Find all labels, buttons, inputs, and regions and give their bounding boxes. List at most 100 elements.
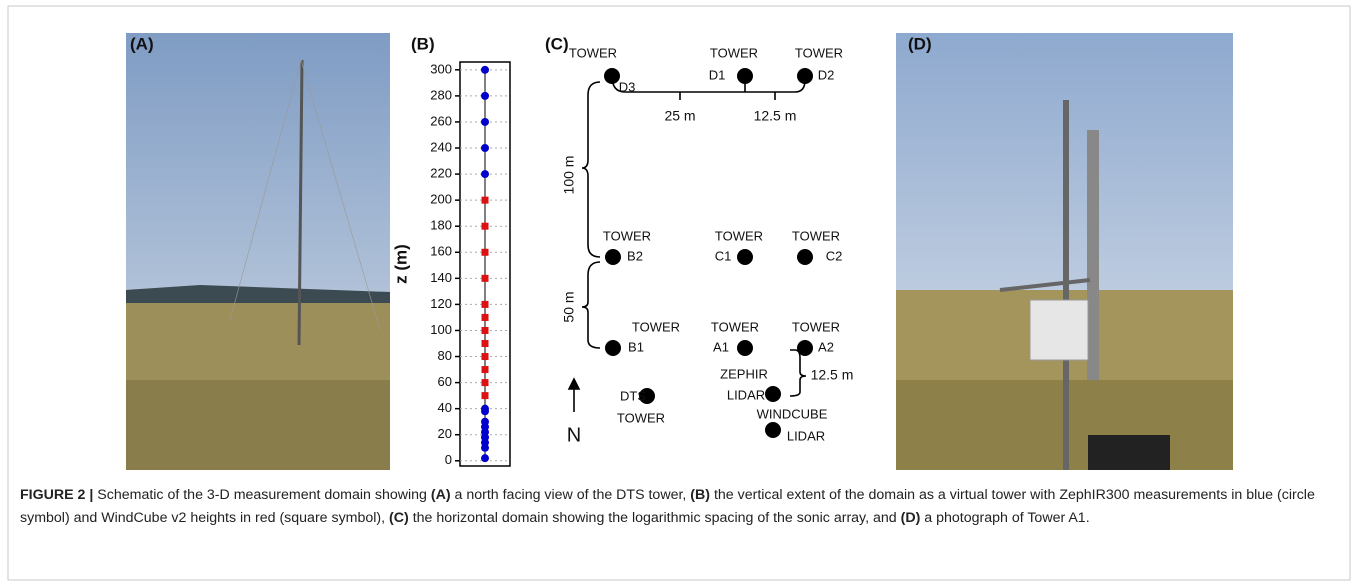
y-tick-label: 20 [438,426,452,441]
point [481,443,489,452]
node-label: TOWER [632,319,680,334]
point [481,248,489,256]
point [481,170,489,179]
tower-node [737,340,753,356]
caption: FIGURE 2 | Schematic of the 3-D measurem… [20,484,1335,529]
y-tick-label: 0 [445,452,452,467]
point [481,454,489,463]
node-label: A1 [713,339,729,354]
point [481,379,489,387]
y-tick-label: 180 [430,218,452,233]
y-tick-label: 300 [430,61,452,76]
tower-node [639,388,655,404]
tower-node [765,386,781,402]
node-label: TOWER [795,45,843,60]
panel-label: (C) [545,34,569,53]
point [481,339,489,347]
point [481,91,489,100]
caption-text: (A) [430,487,451,503]
point [481,196,489,204]
caption-text: the vertical extent of the domain as a v… [20,487,1319,526]
node-label: D1 [709,67,726,82]
tower-node [605,249,621,265]
point [481,392,489,400]
caption-text: (B) [690,487,710,503]
node-label: LIDAR [787,428,825,443]
node-label: C2 [826,248,843,263]
y-tick-label: 260 [430,113,452,128]
point [481,353,489,361]
tower-node [797,249,813,265]
tower-node [605,340,621,356]
north-label: N [567,424,581,446]
panel-label: (B) [411,34,435,53]
point [481,144,489,153]
y-tick-label: 60 [438,374,452,389]
caption-text: Schematic of the 3-D measurement domain … [93,487,431,503]
tower-node [797,68,813,84]
photo-a [126,33,390,470]
y-tick-label: 280 [430,87,452,102]
point [481,313,489,321]
point [481,326,489,334]
caption-text: FIGURE 2 | [20,487,94,503]
caption-text: the horizontal domain showing the logari… [408,509,901,526]
dimension-label: 50 m [561,291,577,322]
point [481,65,489,74]
point [481,274,489,282]
tower-node [604,68,620,84]
tower-node [797,340,813,356]
node-label: TOWER [711,319,759,334]
tower-node [737,68,753,84]
point [481,300,489,308]
photo-d [896,33,1233,470]
node-label: B1 [628,339,644,354]
y-tick-label: 80 [438,348,452,363]
y-tick-label: 100 [430,322,452,337]
node-label: ZEPHIR [720,366,768,381]
caption-text: a north facing view of the DTS tower, [450,487,691,503]
node-label: D3 [619,79,636,94]
tower-node [737,249,753,265]
node-label: TOWER [617,410,665,425]
node-label: TOWER [715,228,763,243]
y-tick-label: 40 [438,400,452,415]
dimension-label: 12.5 m [811,367,854,383]
node-label: TOWER [710,45,758,60]
y-tick-label: 220 [430,166,452,181]
panel-label: (D) [908,34,932,53]
y-tick-label: 200 [430,192,452,207]
y-tick-label: 240 [430,139,452,154]
node-label: TOWER [792,319,840,334]
plot-frame [459,61,511,467]
caption-text: a photograph of Tower A1. [920,509,1090,526]
frame [7,5,1351,581]
node-label: WINDCUBE [757,406,828,421]
node-label: LIDAR [727,387,765,402]
node-label: DTS [620,388,646,403]
dimension-label: 25 m [664,108,695,124]
point [481,117,489,126]
dimension-label: 100 m [561,156,577,195]
caption-text: (C) [389,509,409,526]
caption-text: (D) [900,509,921,526]
y-axis-label: z (m) [391,244,410,284]
y-tick-label: 120 [430,296,452,311]
node-label: A2 [818,339,834,354]
node-label: TOWER [569,45,617,60]
dimension-label: 12.5 m [754,108,797,124]
point [481,366,489,374]
tower-node [765,422,781,438]
y-tick-label: 160 [430,244,452,259]
point [481,222,489,230]
point [481,407,489,416]
node-label: B2 [627,248,643,263]
y-tick-label: 140 [430,270,452,285]
panel-label: (A) [130,34,154,53]
node-label: TOWER [792,228,840,243]
node-label: C1 [715,248,732,263]
node-label: D2 [818,67,835,82]
node-label: TOWER [603,228,651,243]
